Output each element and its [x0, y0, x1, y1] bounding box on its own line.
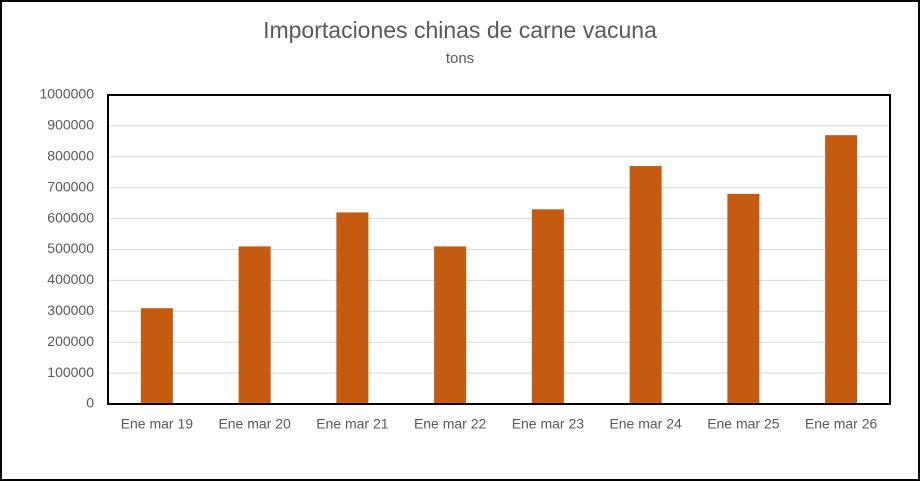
x-tick-label: Ene mar 25	[707, 416, 780, 432]
x-tick-label: Ene mar 23	[512, 416, 585, 432]
y-tick-label: 300000	[47, 302, 94, 318]
plot-border	[107, 94, 891, 405]
y-tick-label: 200000	[47, 333, 94, 349]
y-tick-label: 0	[86, 395, 94, 411]
bar	[238, 246, 271, 404]
x-tick-label: Ene mar 26	[805, 416, 878, 432]
x-tick-label: Ene mar 19	[121, 416, 194, 432]
y-tick-label: 400000	[47, 271, 94, 287]
y-tick-label: 900000	[47, 117, 94, 133]
x-tick-label: Ene mar 22	[414, 416, 487, 432]
y-tick-label: 500000	[47, 240, 94, 256]
x-tick-label: Ene mar 20	[218, 416, 291, 432]
bar	[629, 166, 662, 404]
bar	[434, 246, 467, 404]
chart-subtitle: tons	[446, 50, 474, 67]
y-tick-label: 600000	[47, 209, 94, 225]
chart-title: Importaciones chinas de carne vacuna	[263, 17, 657, 43]
bar	[825, 135, 858, 405]
bar	[140, 308, 173, 404]
bar	[727, 193, 760, 404]
y-tick-label: 800000	[47, 148, 94, 164]
y-tick-label: 700000	[47, 178, 94, 194]
x-tick-label: Ene mar 21	[316, 416, 389, 432]
y-tick-label: 1000000	[39, 86, 94, 102]
bar	[336, 212, 369, 404]
bar	[531, 209, 564, 404]
x-tick-label: Ene mar 24	[609, 416, 682, 432]
y-tick-label: 100000	[47, 364, 94, 380]
